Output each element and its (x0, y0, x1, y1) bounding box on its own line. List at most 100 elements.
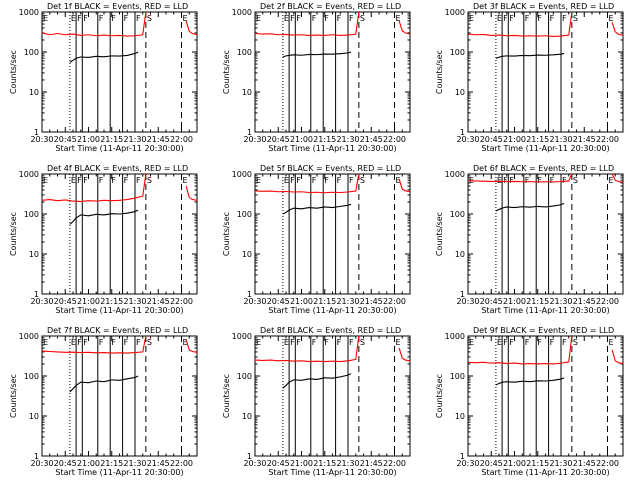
marker-label: F (296, 338, 301, 347)
marker-label: E (469, 14, 474, 23)
marker-label: F (562, 14, 567, 23)
marker-label: F (509, 176, 514, 185)
marker-label: F (111, 176, 116, 185)
y-axis-label: Counts/sec (9, 50, 18, 94)
marker-label: F (562, 176, 567, 185)
x-tick-label: 20:30 (30, 135, 53, 144)
x-axis-label: Start Time (11-Apr-11 20:30:00) (55, 306, 183, 315)
marker-label: F (290, 176, 295, 185)
detector-panel-8: Det 8f BLACK = Events, RED = LLD 1 10 100 10… (222, 326, 411, 477)
x-tick-label: 21:30 (336, 135, 359, 144)
x-tick-label: 21:00 (77, 459, 100, 468)
y-tick-label: 1 (247, 452, 252, 461)
x-tick-label: 21:30 (123, 459, 146, 468)
panel-title: Det 1f BLACK = Events, RED = LLD (47, 2, 188, 11)
marker-label: E (469, 338, 474, 347)
x-axis-label: Start Time (11-Apr-11 20:30:00) (481, 144, 609, 153)
marker-label: F (337, 14, 342, 23)
marker-label: F (111, 338, 116, 347)
marker-label: S (573, 338, 578, 347)
marker-label: F (537, 338, 542, 347)
x-tick-label: 21:15 (526, 135, 549, 144)
marker-label: E (497, 176, 502, 185)
marker-label: F (99, 14, 104, 23)
series-events-line (69, 375, 139, 393)
x-tick-label: 22:00 (170, 459, 193, 468)
marker-label: E (609, 176, 614, 185)
x-tick-label: 21:45 (360, 297, 383, 306)
x-tick-label: 21:45 (147, 459, 170, 468)
plot-frame (41, 335, 198, 457)
panel-title: Det 2f BLACK = Events, RED = LLD (260, 2, 401, 11)
x-tick-label: 20:30 (456, 297, 479, 306)
series-lld-line (254, 335, 360, 363)
marker-label: E (71, 14, 76, 23)
detector-panel-2: Det 2f BLACK = Events, RED = LLD 1 10 100 10… (222, 2, 411, 153)
marker-label: F (290, 14, 295, 23)
marker-label: E (609, 338, 614, 347)
marker-label: E (284, 14, 289, 23)
series-lld-line (185, 339, 198, 353)
series-lld-line (467, 11, 573, 37)
x-tick-label: 20:30 (243, 459, 266, 468)
x-tick-label: 20:30 (30, 459, 53, 468)
y-tick-label: 1 (34, 290, 39, 299)
marker-label: E (396, 176, 401, 185)
y-tick-label: 1 (247, 290, 252, 299)
series-events-line (282, 203, 352, 215)
series-lld-line (611, 349, 624, 365)
marker-label: F (525, 338, 530, 347)
detector-panel-7: Det 7f BLACK = Events, RED = LLD 1 10 100 10… (9, 326, 198, 477)
marker-label: F (503, 338, 508, 347)
x-tick-label: 22:00 (383, 297, 406, 306)
series-lld-line (467, 173, 573, 183)
marker-label: E (609, 14, 614, 23)
panel-title: Det 6f BLACK = Events, RED = LLD (473, 164, 614, 173)
x-tick-label: 20:30 (30, 297, 53, 306)
x-tick-label: 21:45 (573, 459, 596, 468)
panel-title: Det 9f BLACK = Events, RED = LLD (473, 326, 614, 335)
x-tick-label: 21:15 (526, 459, 549, 468)
x-tick-label: 21:30 (549, 459, 572, 468)
y-tick-label: 100 (24, 210, 39, 219)
marker-label: E (497, 338, 502, 347)
y-axis-label: Counts/sec (222, 50, 231, 94)
marker-label: F (324, 14, 329, 23)
series-events-line (69, 51, 139, 63)
x-tick-label: 22:00 (170, 297, 193, 306)
x-tick-label: 21:15 (100, 297, 123, 306)
x-tick-label: 20:30 (243, 297, 266, 306)
marker-label: F (312, 176, 317, 185)
x-tick-label: 21:00 (503, 459, 526, 468)
y-axis-label: Counts/sec (435, 374, 444, 418)
marker-label: F (509, 14, 514, 23)
y-tick-label: 1000 (445, 8, 465, 17)
x-tick-label: 21:45 (360, 459, 383, 468)
series-lld-line (611, 173, 624, 183)
x-tick-label: 22:00 (596, 135, 619, 144)
marker-label: F (296, 176, 301, 185)
y-tick-label: 10 (29, 412, 39, 421)
marker-label: E (396, 338, 401, 347)
plot-frame (254, 11, 411, 133)
x-tick-label: 20:30 (456, 135, 479, 144)
y-tick-label: 1000 (19, 170, 39, 179)
y-tick-label: 1000 (445, 170, 465, 179)
series-lld-line (185, 185, 198, 201)
y-tick-label: 10 (242, 412, 252, 421)
y-axis-label: Counts/sec (9, 374, 18, 418)
x-axis-label: Start Time (11-Apr-11 20:30:00) (268, 468, 396, 477)
marker-label: F (349, 338, 354, 347)
series-events-line (282, 51, 352, 58)
marker-label: F (312, 338, 317, 347)
x-tick-label: 22:00 (596, 297, 619, 306)
marker-label: E (43, 338, 48, 347)
marker-label: E (71, 338, 76, 347)
series-events-line (495, 202, 565, 212)
marker-label: F (136, 14, 141, 23)
y-tick-label: 1000 (232, 8, 252, 17)
series-lld-line (398, 178, 411, 193)
marker-label: F (290, 338, 295, 347)
y-tick-label: 100 (237, 210, 252, 219)
